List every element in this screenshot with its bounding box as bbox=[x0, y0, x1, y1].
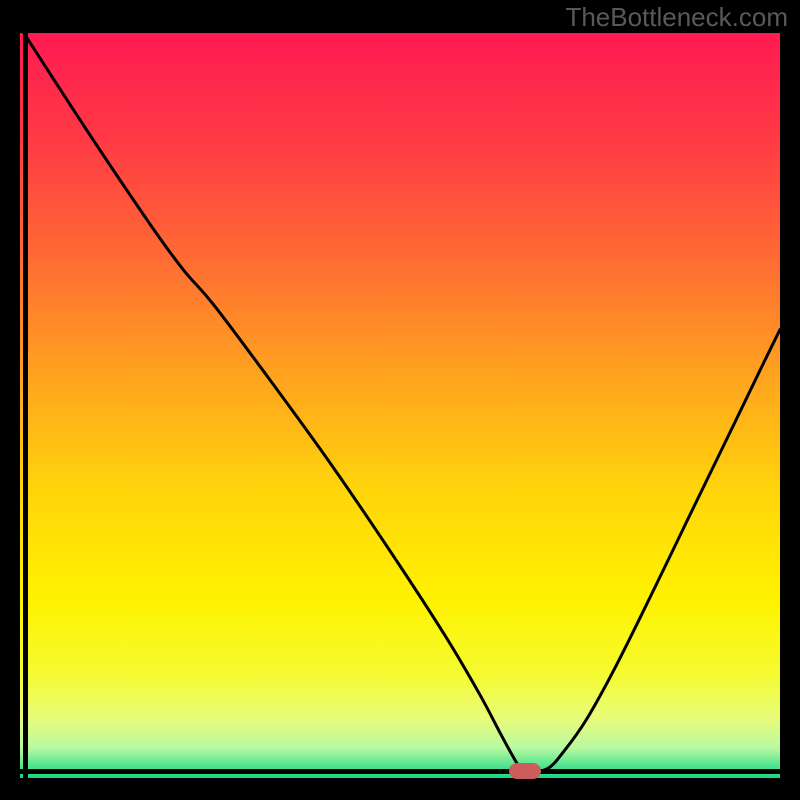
x-axis bbox=[20, 769, 780, 774]
y-axis bbox=[23, 33, 28, 778]
plot-area bbox=[20, 33, 780, 778]
gradient-background bbox=[20, 33, 780, 778]
optimal-marker bbox=[509, 763, 541, 779]
bottleneck-curve bbox=[20, 33, 780, 778]
watermark-text: TheBottleneck.com bbox=[565, 2, 788, 33]
chart-frame: TheBottleneck.com bbox=[0, 0, 800, 800]
